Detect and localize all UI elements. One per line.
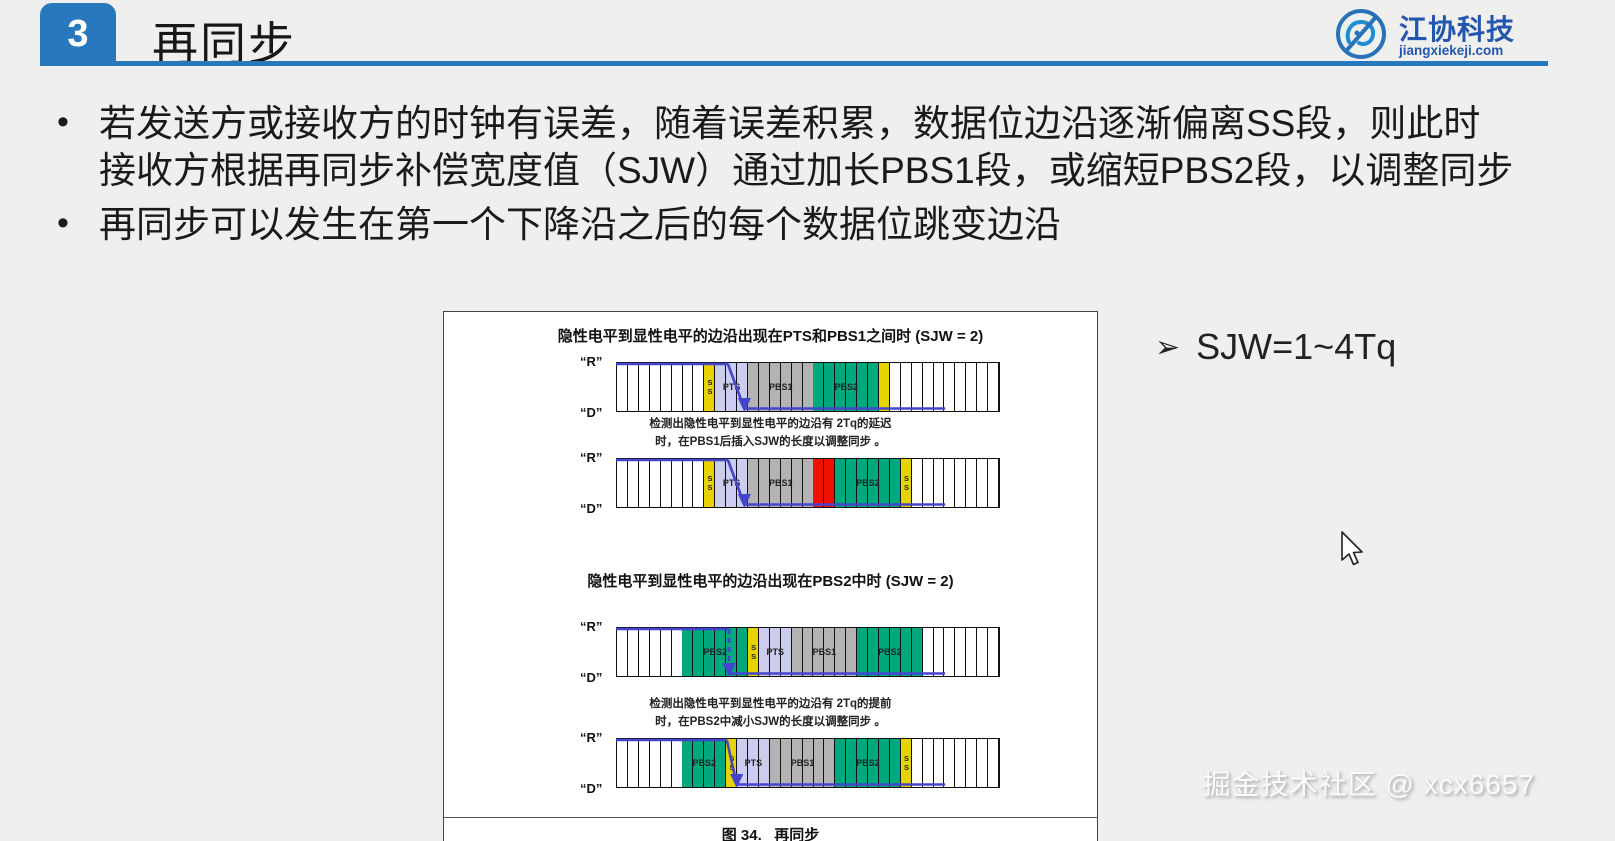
figure-caption: 图 34. 再同步 bbox=[721, 827, 820, 841]
segment-white bbox=[617, 459, 705, 507]
level-dominant-label: “D” bbox=[580, 405, 603, 420]
waveform-edge-early-after: “R” “D” PBS2 SS PTS PBS1 PBS2 SS bbox=[580, 730, 1000, 796]
segment-pbs1: PBS1 bbox=[747, 459, 814, 507]
figure-section2-note: 检测出隐性电平到显性电平的边沿有 2Tq的提前 时，在PBS2中减小SJW的长度… bbox=[649, 698, 892, 728]
segment-pbs1: PBS1 bbox=[747, 363, 814, 411]
segment-pbs2: PBS2 bbox=[682, 628, 749, 676]
arrow-bullet-icon: ➢ bbox=[1155, 330, 1181, 364]
brand-name: 江协科技 bbox=[1398, 13, 1515, 45]
level-recessive-label: “R” bbox=[580, 450, 603, 465]
figure-caption-rule bbox=[444, 817, 1097, 818]
level-recessive-label: “R” bbox=[580, 730, 603, 745]
segment-pbs2: PBS2 bbox=[682, 739, 727, 787]
segment-pbs1: PBS1 bbox=[769, 739, 836, 787]
segment-ss: SS bbox=[900, 739, 912, 787]
segment-pbs1: PBS1 bbox=[791, 628, 858, 676]
segment-ss: SS bbox=[704, 363, 716, 411]
segment-sjw_insert bbox=[813, 459, 836, 507]
waveform-edge-delay-after: “R” “D” SS PTS PBS1 PBS2 SS bbox=[580, 450, 1000, 516]
segment-ss: SS bbox=[704, 459, 716, 507]
segment-white bbox=[911, 459, 1000, 507]
segment-white bbox=[617, 363, 705, 411]
segment-ss: SS bbox=[900, 459, 912, 507]
segment-white bbox=[617, 739, 683, 787]
sjw-range-note: ➢ SJW=1~4Tq bbox=[1155, 326, 1396, 368]
waveform-edge-delay-before: “R” “D” SS PTS PBS1 PBS2 bbox=[580, 354, 1000, 420]
brand-logo-icon bbox=[1333, 6, 1389, 67]
waveform-edge-early-before: “R” “D” PBS2 SS PTS PBS1 PBS2 bbox=[580, 619, 1000, 685]
segment-ss bbox=[878, 363, 890, 411]
time-quanta-row: PBS2 SS PTS PBS1 PBS2 bbox=[616, 627, 1000, 677]
title-underline bbox=[40, 61, 1548, 66]
brand-logo: 江协科技 jiangxiekeji.com bbox=[1333, 6, 1515, 67]
brand-domain: jiangxiekeji.com bbox=[1398, 43, 1504, 59]
mouse-cursor bbox=[1341, 531, 1367, 574]
segment-white bbox=[889, 363, 1000, 411]
segment-pbs2: PBS2 bbox=[813, 363, 879, 411]
section-number-badge: 3 bbox=[40, 3, 116, 66]
level-recessive-label: “R” bbox=[580, 619, 603, 634]
sjw-range-text: SJW=1~4Tq bbox=[1196, 326, 1397, 367]
bullet-item: 再同步可以发生在第一个下降沿之后的每个数据位跳变边沿 bbox=[55, 201, 1515, 248]
segment-pts: PTS bbox=[715, 459, 748, 507]
level-dominant-label: “D” bbox=[580, 670, 603, 685]
segment-white bbox=[922, 628, 1000, 676]
figure-section1-note: 检测出隐性电平到显性电平的边沿有 2Tq的延迟 时，在PBS1后插入SJW的长度… bbox=[649, 418, 892, 448]
segment-white bbox=[911, 739, 1000, 787]
level-dominant-label: “D” bbox=[580, 501, 603, 516]
bullet-list: 若发送方或接收方的时钟有误差，随着误差积累，数据位边沿逐渐偏离SS段，则此时接收… bbox=[55, 100, 1515, 254]
segment-ss: SS bbox=[726, 739, 738, 787]
bullet-item: 若发送方或接收方的时钟有误差，随着误差积累，数据位边沿逐渐偏离SS段，则此时接收… bbox=[55, 100, 1515, 195]
segment-pbs2: PBS2 bbox=[835, 459, 901, 507]
resync-figure: 隐性电平到显性电平的边沿出现在PTS和PBS1之间时 (SJW = 2) “R”… bbox=[443, 311, 1098, 841]
time-quanta-row: SS PTS PBS1 PBS2 bbox=[616, 362, 1000, 412]
watermark: 掘金技术社区 @ xcx6657 bbox=[1202, 769, 1535, 800]
figure-section2-title: 隐性电平到显性电平的边沿出现在PBS2中时 (SJW = 2) bbox=[587, 573, 954, 590]
segment-ss: SS bbox=[747, 628, 759, 676]
level-dominant-label: “D” bbox=[580, 781, 603, 796]
segment-pbs2: PBS2 bbox=[835, 739, 901, 787]
figure-section1-title: 隐性电平到显性电平的边沿出现在PTS和PBS1之间时 (SJW = 2) bbox=[557, 328, 984, 345]
level-recessive-label: “R” bbox=[580, 354, 603, 369]
segment-pts: PTS bbox=[758, 628, 792, 676]
time-quanta-row: PBS2 SS PTS PBS1 PBS2 SS bbox=[616, 738, 1000, 788]
segment-pts: PTS bbox=[715, 363, 748, 411]
segment-pbs2: PBS2 bbox=[857, 628, 923, 676]
segment-white bbox=[617, 628, 683, 676]
segment-pts: PTS bbox=[737, 739, 770, 787]
time-quanta-row: SS PTS PBS1 PBS2 SS bbox=[616, 458, 1000, 508]
